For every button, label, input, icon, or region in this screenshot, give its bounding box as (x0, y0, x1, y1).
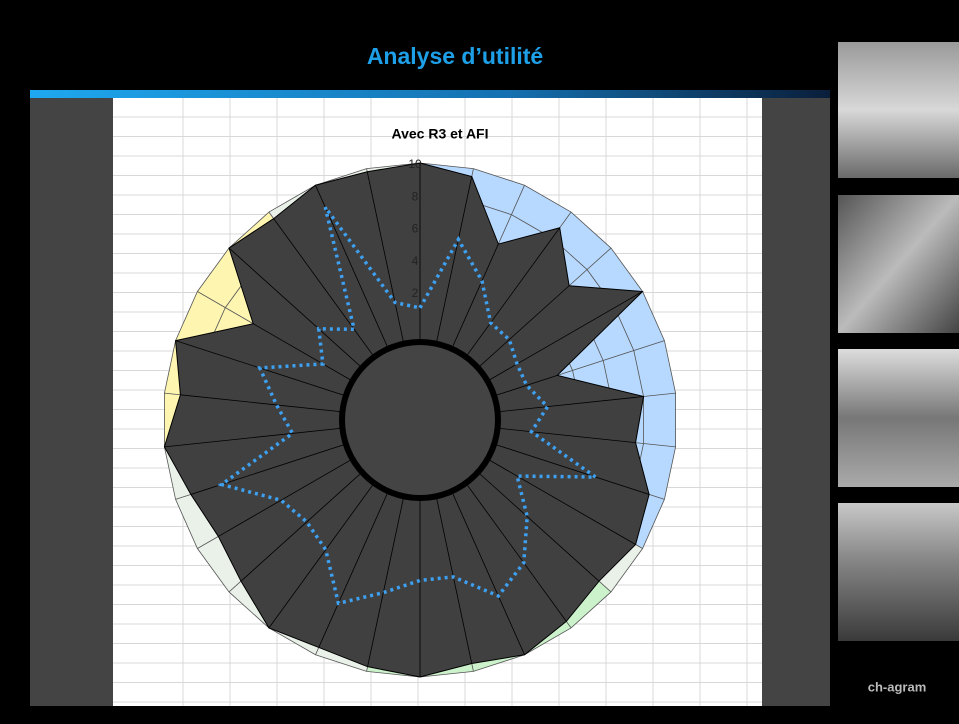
tick-label: 8 (412, 189, 419, 203)
title-bar (30, 90, 830, 98)
chart-title: Avec R3 et AFI (392, 126, 489, 142)
brand: ch-agram (868, 679, 927, 694)
photo (838, 42, 959, 178)
series-line (217, 206, 602, 606)
tick-label: 10 (408, 157, 422, 171)
tick-label: 2 (412, 286, 419, 300)
photo (838, 349, 959, 487)
photo (838, 503, 959, 641)
slide-title: Analyse d’utilité (367, 43, 543, 69)
photo (838, 195, 959, 333)
tick-label: 6 (412, 222, 419, 236)
radar-chart: 2 4 6 8 10 (163, 157, 676, 678)
hub (339, 339, 501, 501)
tick-label: 4 (412, 254, 419, 268)
